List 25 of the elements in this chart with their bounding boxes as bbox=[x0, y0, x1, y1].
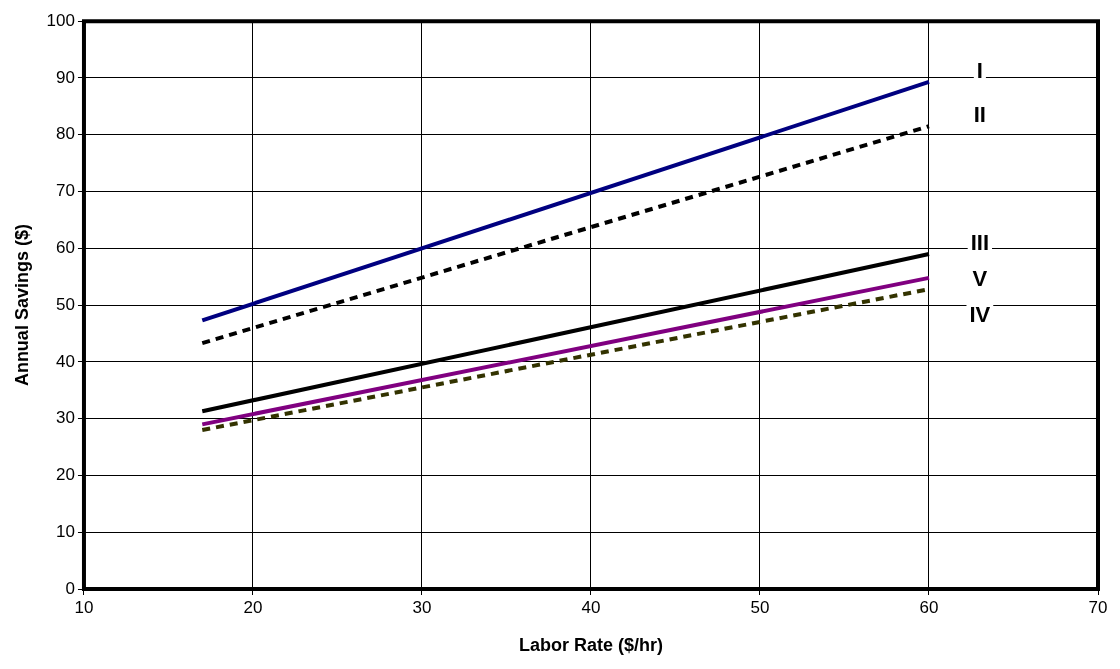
y-tick-label: 40 bbox=[56, 351, 75, 371]
y-tick-label: 70 bbox=[56, 181, 75, 201]
y-tick-label: 60 bbox=[56, 238, 75, 258]
y-tick-label: 50 bbox=[56, 294, 75, 314]
series-label: IV bbox=[969, 302, 991, 328]
y-tick-label: 10 bbox=[56, 521, 75, 541]
x-axis-title: Labor Rate ($/hr) bbox=[518, 635, 663, 656]
x-tick-label: 10 bbox=[74, 597, 94, 617]
y-tick-label: 30 bbox=[56, 408, 75, 428]
text: I bbox=[976, 58, 983, 84]
x-tick-label: 40 bbox=[581, 597, 601, 617]
x-tick-label: 50 bbox=[750, 597, 770, 617]
series-label: V bbox=[972, 266, 988, 292]
y-tick-label: 20 bbox=[56, 465, 75, 485]
x-tick-label: 30 bbox=[412, 597, 432, 617]
x-tick-label: 60 bbox=[919, 597, 939, 617]
y-tick-label: 80 bbox=[56, 124, 75, 144]
y-axis-title: Annual Savings ($) bbox=[11, 224, 32, 387]
y-tick-label: 90 bbox=[56, 67, 75, 87]
y-tick-label: 100 bbox=[46, 10, 75, 30]
x-tick-label: 70 bbox=[1088, 597, 1108, 617]
text: II bbox=[973, 102, 986, 128]
series-label: III bbox=[970, 230, 990, 256]
x-tick-label: 20 bbox=[243, 597, 263, 617]
y-tick-label: 0 bbox=[65, 578, 75, 598]
